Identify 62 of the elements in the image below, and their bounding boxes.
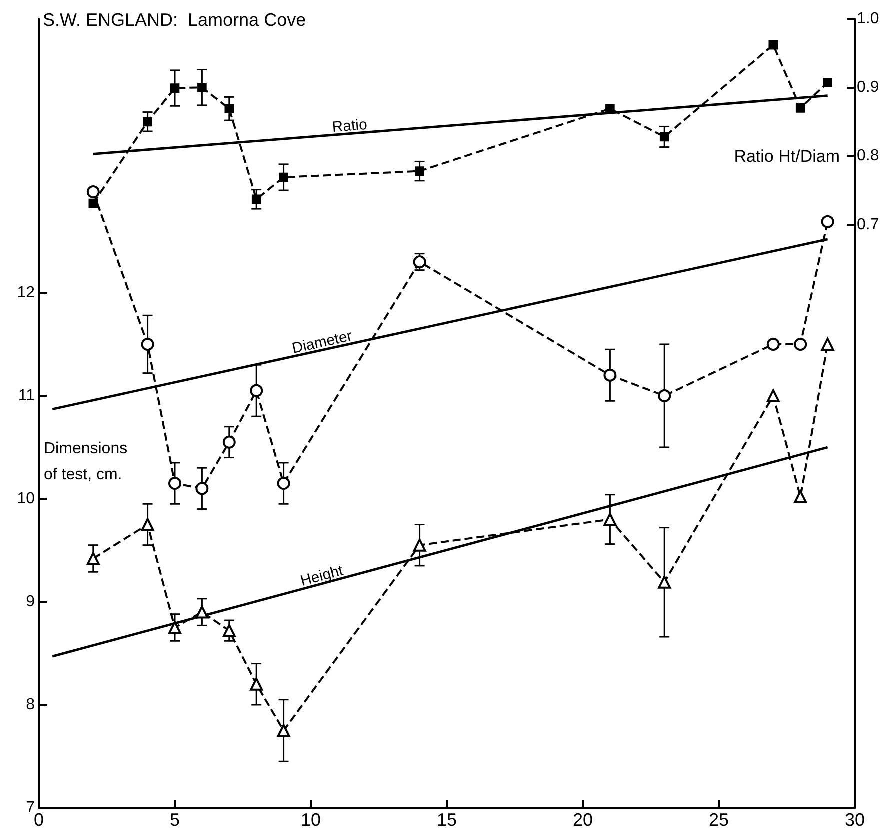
point xyxy=(823,78,832,88)
y2-tick-label: 0.8 xyxy=(857,148,880,165)
y2-tick-label: 1.0 xyxy=(857,10,880,28)
series-label: Ratio xyxy=(332,116,368,136)
point xyxy=(88,198,98,208)
point xyxy=(250,678,264,691)
point xyxy=(766,389,780,402)
x-tick-label: 0 xyxy=(34,810,44,830)
point xyxy=(821,215,834,228)
point xyxy=(606,104,615,114)
x-tick-label: 5 xyxy=(170,810,180,830)
point xyxy=(250,384,264,398)
y-tick-label: 12 xyxy=(17,284,36,302)
y2-tick-label: 0.7 xyxy=(857,216,880,234)
x-tick-label: 15 xyxy=(436,810,458,830)
point xyxy=(170,84,180,93)
x-tick-label: 30 xyxy=(844,810,866,830)
point xyxy=(768,40,778,50)
y-tick-label: 11 xyxy=(18,387,36,404)
point xyxy=(279,172,288,182)
point xyxy=(143,117,152,127)
point xyxy=(222,624,236,638)
x-tick-label: 10 xyxy=(300,810,322,830)
point xyxy=(277,724,290,738)
point xyxy=(658,576,672,589)
y2-tick-label: 0.9 xyxy=(857,79,880,96)
point xyxy=(604,368,617,382)
point xyxy=(766,338,780,351)
point xyxy=(86,552,100,566)
point xyxy=(794,490,808,504)
point xyxy=(277,477,290,490)
point xyxy=(222,436,236,449)
point xyxy=(168,621,182,634)
text: Height xyxy=(298,562,346,590)
point xyxy=(141,338,154,351)
point xyxy=(196,606,209,619)
point xyxy=(86,186,100,199)
point xyxy=(168,477,182,490)
point xyxy=(415,166,424,176)
chart-title: S.W. ENGLAND: Lamorna Cove xyxy=(43,10,306,30)
point xyxy=(252,194,262,204)
x-tick-label: 20 xyxy=(572,810,594,830)
point xyxy=(604,513,617,526)
x-tick-label: 25 xyxy=(708,810,730,830)
point xyxy=(796,104,806,113)
point xyxy=(224,104,234,114)
point xyxy=(794,338,808,351)
point xyxy=(821,338,834,351)
point xyxy=(141,518,154,532)
y2-axis-title: Ratio Ht/Diam xyxy=(734,147,840,166)
point xyxy=(658,389,672,402)
y-axis-title: Dimensions of test, cm. xyxy=(44,440,132,484)
y-tick-label: 10 xyxy=(17,490,36,508)
point xyxy=(413,256,426,269)
point xyxy=(660,132,670,142)
point xyxy=(413,538,426,552)
point xyxy=(196,482,209,496)
y-tick-label: 9 xyxy=(26,593,36,610)
y-tick-label: 8 xyxy=(26,696,36,714)
y-tick-label: 7 xyxy=(26,800,36,816)
point xyxy=(198,82,207,92)
text: Diameter xyxy=(290,328,354,358)
